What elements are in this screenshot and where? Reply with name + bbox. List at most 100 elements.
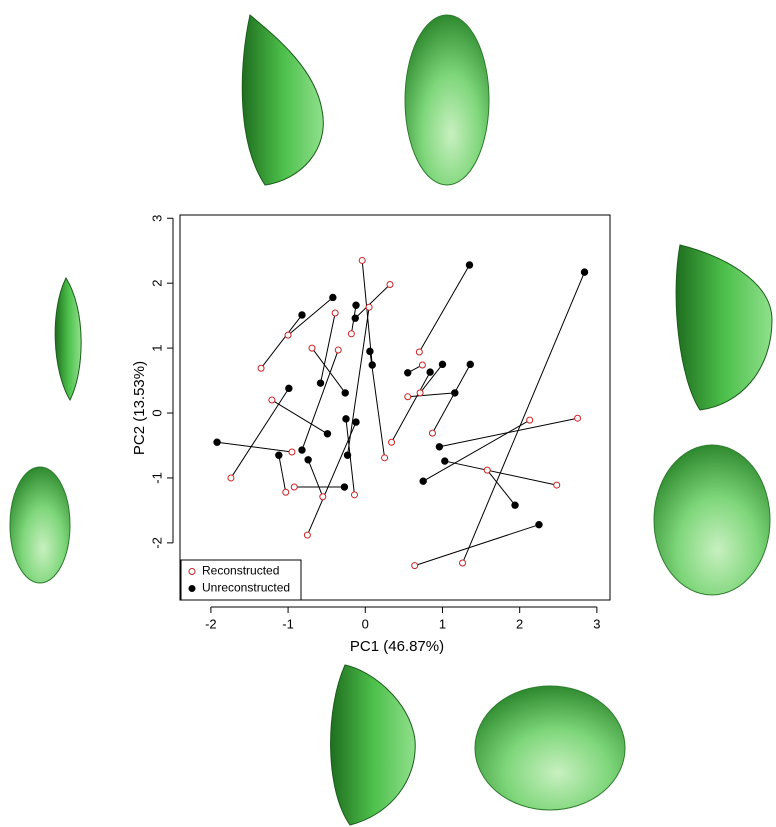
point (366, 347, 374, 356)
point (416, 389, 424, 397)
point (459, 559, 467, 567)
point (298, 311, 306, 319)
pair-line (230, 388, 290, 479)
point (227, 474, 235, 482)
point (526, 416, 534, 424)
pair-line (216, 441, 293, 453)
pair-line (432, 364, 471, 434)
point (381, 454, 389, 462)
pair-line (307, 459, 324, 497)
point (553, 481, 561, 489)
point (341, 389, 349, 397)
pair-line (369, 351, 386, 458)
pair-line (444, 460, 557, 486)
point (343, 451, 352, 459)
point (340, 483, 349, 491)
x-tick-label: -1 (282, 616, 294, 631)
pair-line (418, 264, 470, 353)
point (438, 360, 447, 369)
point (535, 520, 543, 529)
point (347, 330, 355, 338)
pair-line (301, 349, 339, 451)
point (411, 562, 419, 570)
point (388, 438, 396, 446)
pair-line (320, 312, 336, 384)
legend-box (180, 559, 302, 601)
pair-line (271, 399, 328, 435)
point (465, 261, 474, 269)
point (419, 477, 427, 485)
legend-marker (188, 568, 196, 575)
pair-line (354, 284, 391, 319)
point (441, 457, 449, 465)
x-tick-label: 1 (439, 616, 446, 631)
point (351, 314, 359, 322)
point (329, 293, 337, 302)
point (304, 456, 312, 464)
point (323, 430, 332, 438)
point (257, 364, 265, 372)
pair-line (361, 260, 373, 366)
point (319, 493, 327, 501)
x-axis-label: PC1 (46.87%) (350, 638, 444, 655)
y-tick-label: 2 (149, 280, 164, 287)
point (426, 368, 434, 376)
point (386, 280, 394, 288)
point (288, 448, 296, 456)
point (580, 268, 589, 276)
x-tick-label: -2 (205, 616, 217, 631)
legend-marker (188, 585, 196, 592)
point (290, 483, 298, 491)
point (342, 415, 350, 423)
x-tick-label: 2 (516, 616, 523, 631)
point (435, 443, 444, 451)
y-tick-label: -1 (149, 472, 164, 484)
x-tick-label: 0 (362, 616, 369, 631)
point (358, 256, 366, 264)
point (298, 446, 306, 454)
point (574, 414, 582, 422)
shape-images (9, 14, 773, 826)
point (352, 301, 360, 309)
point (511, 501, 519, 509)
point (275, 451, 283, 459)
plot-box (179, 214, 611, 601)
pair-line (260, 314, 303, 369)
y-tick-label: 3 (149, 215, 164, 222)
point (285, 384, 293, 393)
point (451, 389, 459, 397)
point (415, 348, 423, 356)
pair-line (306, 421, 357, 536)
point (213, 438, 221, 446)
point (404, 369, 412, 377)
pair-line (462, 271, 585, 564)
pair-line (419, 364, 443, 394)
point (368, 361, 376, 369)
pair-line (422, 419, 530, 482)
y-tick-label: 0 (149, 409, 164, 416)
pair-line (391, 371, 431, 443)
point (365, 303, 373, 311)
point (284, 331, 292, 339)
point (418, 361, 426, 369)
pair-line (278, 455, 287, 493)
y-tick-label: -2 (149, 537, 164, 549)
point (334, 346, 342, 354)
point (268, 396, 276, 404)
pair-line (414, 524, 540, 567)
point (282, 488, 290, 496)
y-tick-label: 1 (149, 344, 164, 351)
pair-line (347, 307, 370, 456)
pair-line (287, 297, 334, 336)
pair-line (311, 347, 346, 394)
point (331, 309, 339, 317)
point (352, 418, 360, 426)
point (483, 466, 491, 474)
x-tick-label: 3 (593, 616, 600, 631)
point (316, 379, 325, 387)
pair-line (407, 392, 455, 398)
y-axis-label: PC2 (13.53%) (131, 361, 148, 455)
point (308, 344, 316, 352)
pair-line (486, 469, 516, 506)
point (303, 531, 311, 539)
